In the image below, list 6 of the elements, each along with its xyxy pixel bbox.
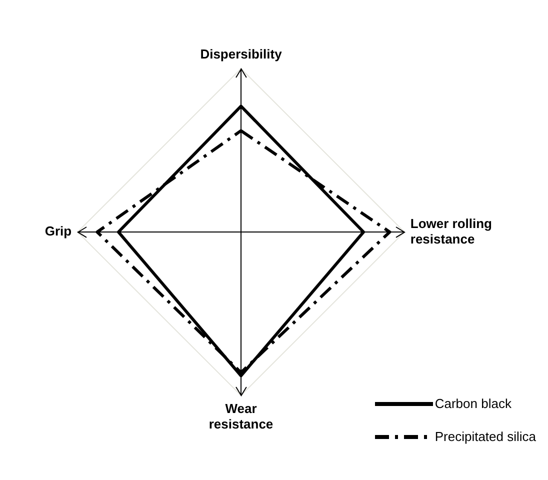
legend-label: Precipitated silica xyxy=(434,429,536,444)
spoke-label: Lower rolling resistance xyxy=(410,216,492,246)
spoke-label: Dispersibility xyxy=(200,46,283,62)
legend-label: Carbon black xyxy=(434,396,512,411)
spoke-label: Grip xyxy=(44,224,72,239)
spoke-label: Wear resistance xyxy=(208,400,274,432)
